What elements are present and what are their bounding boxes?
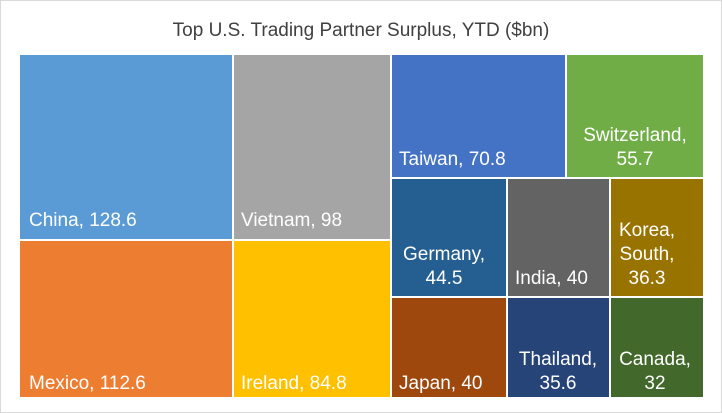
tile-label-thailand: Thailand, 35.6 [519,349,597,394]
tile-taiwan [392,55,565,177]
tile-label-switzerland: Switzerland, 55.7 [583,125,687,170]
tile-india [508,179,609,296]
tile-mexico [20,241,232,397]
tile-germany [392,179,506,296]
tile-canada [611,298,703,397]
tile-thailand [508,298,609,397]
tile-japan [392,298,506,397]
tile-ireland [234,241,390,397]
tile-label-taiwan: Taiwan, 70.8 [399,149,506,170]
tile-switzerland [567,55,703,177]
tile-vietnam [234,55,390,239]
tile-label-canada: Canada, 32 [619,349,691,394]
tile-label-vietnam: Vietnam, 98 [241,210,342,231]
tile-label-china: China, 128.6 [29,210,137,231]
tile-label-germany: Germany, 44.5 [403,244,485,289]
tile-label-japan: Japan, 40 [399,373,482,394]
tile-china [20,55,232,239]
tile-label-india: India, 40 [515,268,588,289]
tile-label-korea-south: Korea, South, 36.3 [619,220,675,289]
tile-korea-south [611,179,703,296]
tile-label-ireland: Ireland, 84.8 [241,373,347,394]
chart-title: Top U.S. Trading Partner Surplus, YTD ($… [172,20,550,41]
tile-label-mexico: Mexico, 112.6 [29,373,146,394]
